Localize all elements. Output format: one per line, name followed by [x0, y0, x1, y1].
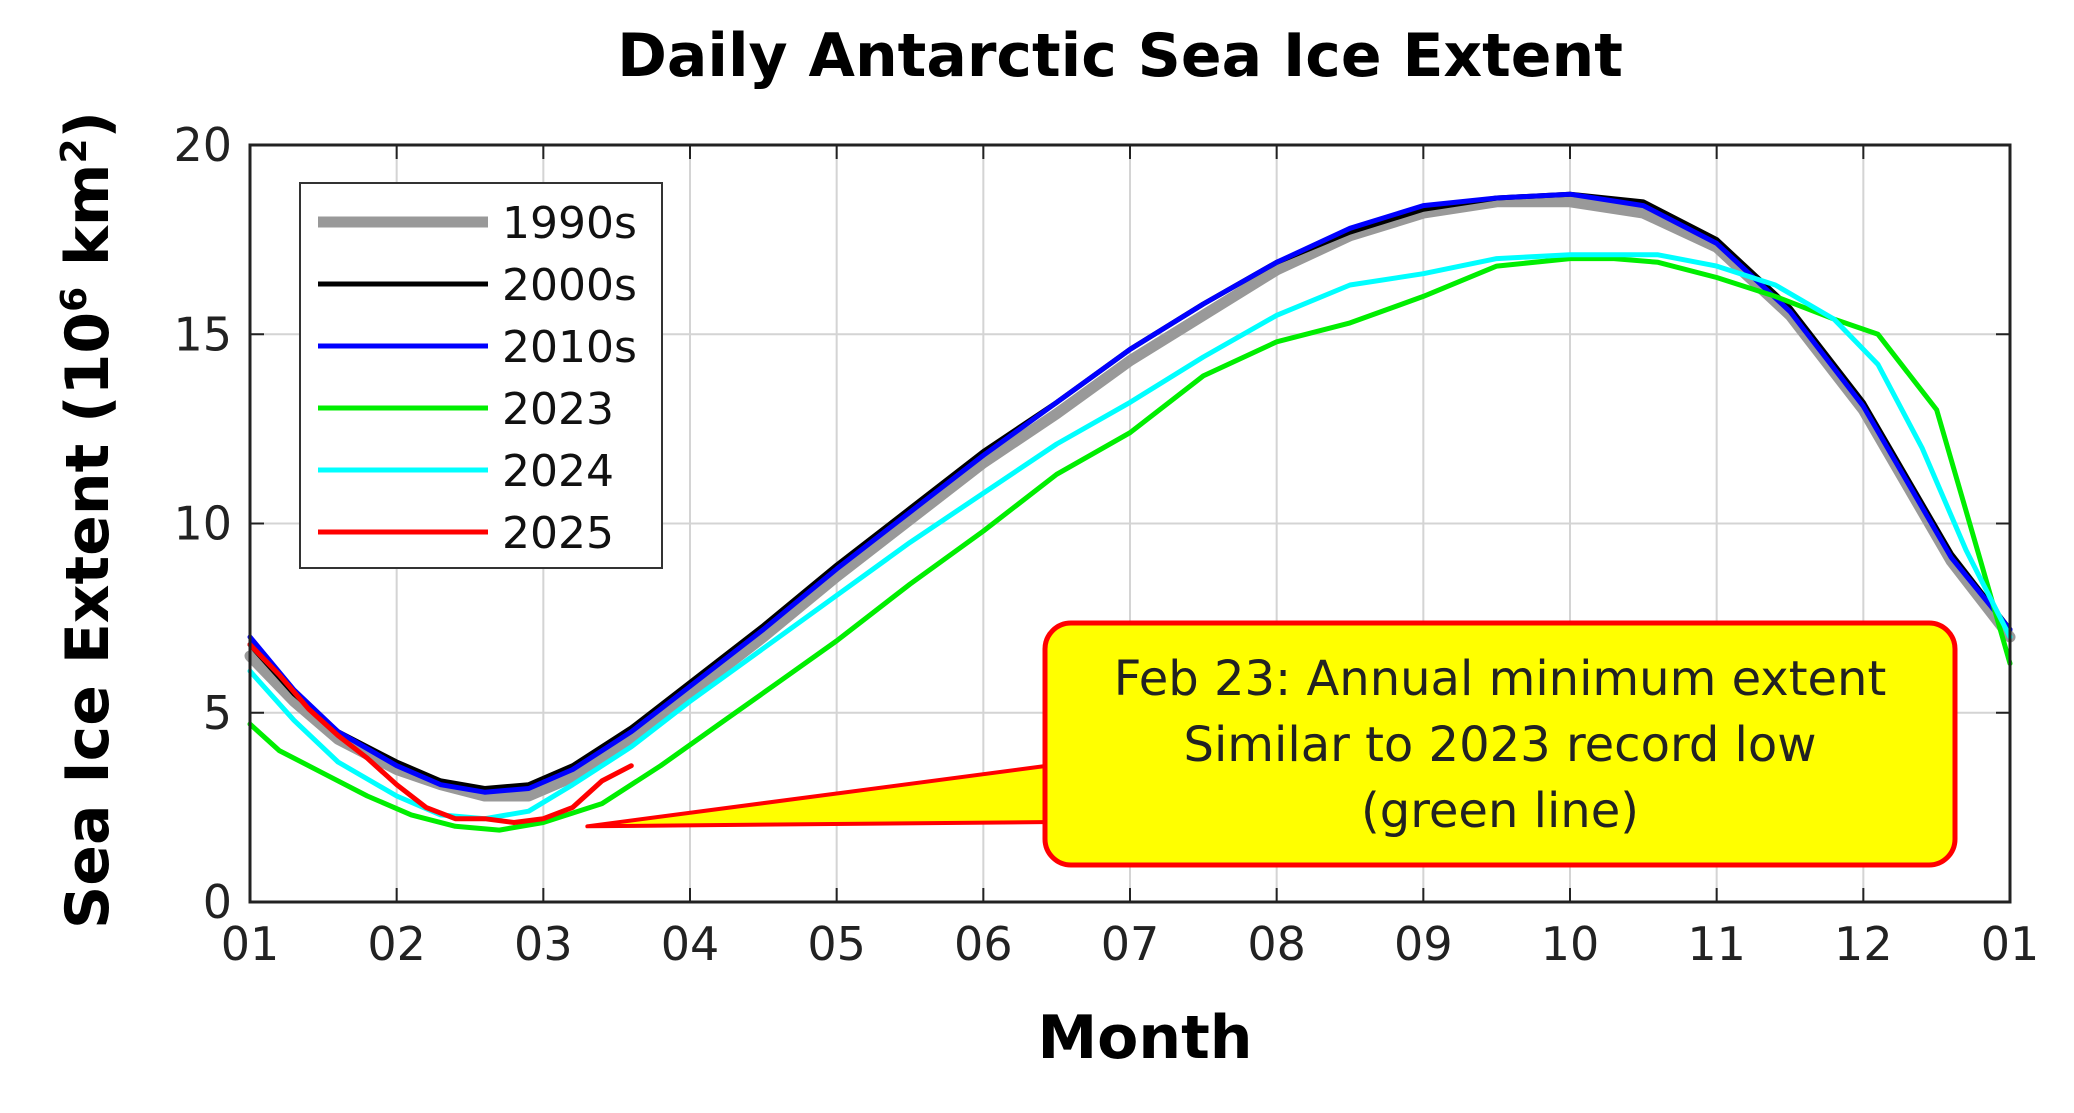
x-tick-label: 08	[1247, 917, 1306, 971]
legend-box	[299, 182, 663, 569]
y-tick-label: 0	[203, 875, 232, 929]
callout-text-line-2: Similar to 2023 record low	[1183, 717, 1816, 773]
y-axis-label-close: )	[53, 111, 123, 138]
series-line-2025	[247, 642, 634, 825]
x-tick-label: 02	[367, 917, 426, 971]
x-tick-label: 07	[1101, 917, 1160, 971]
x-tick-label: 03	[514, 917, 573, 971]
x-tick-label: 01	[1981, 917, 2040, 971]
x-tick-label: 10	[1541, 917, 1600, 971]
callout-pointer	[585, 763, 1055, 829]
x-tick-label: 12	[1834, 917, 1893, 971]
legend-label-2010s: 2010s	[502, 322, 637, 373]
annotation-callout: Feb 23: Annual minimum extent Similar to …	[585, 620, 1958, 868]
legend-label-2000s: 2000s	[502, 260, 637, 311]
legend: 1990s 2000s 2010s 2023 2024 2025	[299, 182, 663, 569]
y-axis-label-main: Sea Ice Extent (10	[53, 312, 123, 929]
legend-label-2023: 2023	[502, 384, 614, 435]
y-tick-label: 5	[203, 686, 232, 740]
y-axis-label-unit-sup: 2	[54, 138, 95, 163]
y-axis-label: Sea Ice Extent (106 km2)	[53, 111, 123, 929]
x-tick-label: 11	[1687, 917, 1746, 971]
legend-label-2024: 2024	[502, 446, 614, 497]
y-tick-label: 20	[173, 118, 232, 172]
callout-text-line-1: Feb 23: Annual minimum extent	[1114, 651, 1887, 707]
legend-label-2025: 2025	[502, 508, 614, 559]
y-tick-labels: 0 5 10 15 20	[173, 118, 232, 929]
y-tick-label: 15	[173, 307, 232, 361]
x-tick-label: 01	[221, 917, 280, 971]
x-tick-label: 09	[1394, 917, 1453, 971]
series-line-2010s	[247, 191, 2013, 795]
series-lines	[244, 191, 2016, 833]
y-tick-label: 10	[173, 497, 232, 551]
x-tick-label: 05	[807, 917, 866, 971]
callout-seam	[1047, 770, 1058, 817]
x-tick-labels: 01 02 03 04 05 06 07 08 09 10 11 12 01	[221, 917, 2040, 971]
x-axis-label: Month	[1037, 1003, 1252, 1073]
x-tick-label: 04	[661, 917, 720, 971]
callout-box	[1042, 620, 1958, 868]
chart-title: Daily Antarctic Sea Ice Extent	[617, 21, 1623, 91]
callout-text-line-3: (green line)	[1361, 783, 1639, 839]
plot-frame	[248, 143, 2012, 904]
legend-label-1990s: 1990s	[502, 198, 637, 249]
series-line-2023	[247, 256, 2013, 833]
x-tick-label: 06	[954, 917, 1013, 971]
y-axis-label-unit: km	[53, 164, 123, 287]
y-axis-label-sup: 6	[54, 287, 95, 312]
